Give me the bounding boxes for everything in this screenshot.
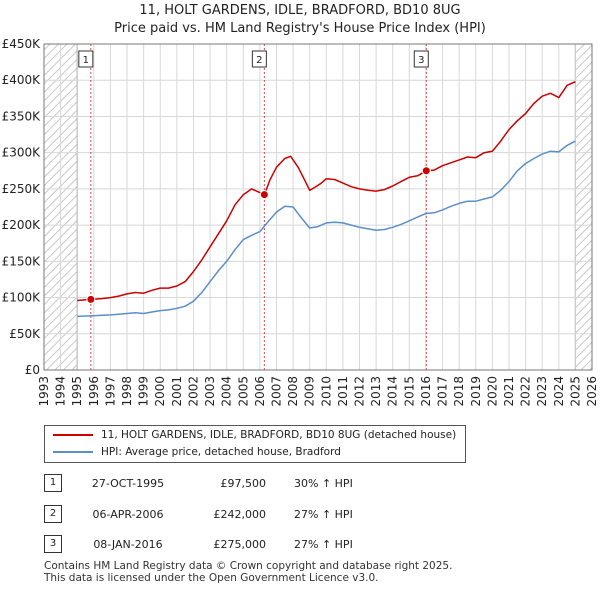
x-tick-label: 1993 <box>37 376 51 407</box>
hatched-regions <box>44 44 592 370</box>
y-tick-label: £450K <box>2 37 42 51</box>
transaction-hpi: 27% ↑ HPI <box>294 508 353 521</box>
gridlines <box>43 43 593 371</box>
x-tick-label: 1997 <box>103 376 117 407</box>
annotation-label: 2 <box>256 55 262 66</box>
annotation-box <box>413 50 429 68</box>
axes: £0 £50K £100K £150K £200K £250K £300K £350K £400… <box>2 37 599 407</box>
transaction-number: 1 <box>44 474 62 492</box>
sale-point <box>86 294 96 304</box>
x-tick-label: 1995 <box>70 376 84 407</box>
x-tick-label: 2019 <box>469 376 483 407</box>
transaction-number: 3 <box>44 535 62 553</box>
transaction-date: 27-OCT-1995 <box>91 477 165 490</box>
hpi-line <box>77 140 576 318</box>
chart-subtitle: Price paid vs. HM Land Registry's House … <box>114 21 486 36</box>
y-tick-label: £100K <box>2 291 42 305</box>
y-tick-label: £200K <box>2 218 42 232</box>
annotation-label: 1 <box>83 55 89 66</box>
x-tick-label: 2025 <box>568 376 582 407</box>
transaction-number: 2 <box>44 505 62 523</box>
x-tick-label: 2020 <box>485 376 499 407</box>
transaction-price: £275,000 <box>213 538 267 551</box>
x-tick-label: 2002 <box>186 376 200 407</box>
x-tick-label: 1996 <box>87 376 101 407</box>
y-tick-label: £150K <box>2 254 42 268</box>
x-tick-label: 2023 <box>535 376 549 407</box>
chart-title: 11, HOLT GARDENS, IDLE, BRADFORD, BD10 8… <box>139 3 461 18</box>
sale-points <box>86 166 431 304</box>
y-tick-label: £0 <box>25 363 40 377</box>
x-tick-label: 1998 <box>120 376 134 407</box>
sale-point <box>259 190 269 200</box>
hatched-region <box>575 44 592 370</box>
y-tick-label: £50K <box>9 327 41 341</box>
legend-swatch-hpi <box>53 451 93 453</box>
x-tick-label: 1994 <box>54 376 68 407</box>
x-tick-label: 2012 <box>353 376 367 407</box>
y-tick-label: £350K <box>2 109 42 123</box>
x-tick-label: 2007 <box>269 376 283 407</box>
series-lines <box>77 81 576 318</box>
x-tick-label: 2022 <box>519 376 533 407</box>
x-tick-label: 2008 <box>286 376 300 407</box>
property-price-line <box>77 81 576 302</box>
x-tick-label: 2005 <box>236 376 250 407</box>
legend-swatch-property <box>53 434 93 436</box>
transaction-hpi: 27% ↑ HPI <box>294 538 353 551</box>
legend: 11, HOLT GARDENS, IDLE, BRADFORD, BD10 8… <box>44 425 466 463</box>
plot-frame <box>43 43 593 371</box>
x-tick-label: 2024 <box>552 376 566 407</box>
y-tick-label: £300K <box>2 146 42 160</box>
x-tick-label: 2003 <box>203 376 217 407</box>
footer-copyright: Contains HM Land Registry data © Crown c… <box>44 560 453 572</box>
transaction-date: 08-JAN-2016 <box>93 538 163 551</box>
chart-title-block: 11, HOLT GARDENS, IDLE, BRADFORD, BD10 8… <box>0 2 600 38</box>
price-chart: 1 2 3 £0 £50K £100K £150K £200K £250K £300K £350K… <box>2 37 599 407</box>
annotation-label: 3 <box>418 55 424 66</box>
x-tick-label: 2006 <box>253 376 267 407</box>
sale-point <box>421 166 431 176</box>
y-tick-label: £250K <box>2 182 42 196</box>
x-tick-label: 2004 <box>220 376 234 407</box>
x-tick-label: 2009 <box>303 376 317 407</box>
x-tick-label: 2014 <box>386 376 400 407</box>
x-tick-label: 2021 <box>502 376 516 407</box>
x-tick-label: 2001 <box>170 376 184 407</box>
transaction-price: £97,500 <box>220 477 267 490</box>
transaction-hpi: 30% ↑ HPI <box>294 477 353 490</box>
footer: Contains HM Land Registry data © Crown c… <box>44 560 452 584</box>
x-tick-label: 2026 <box>585 376 599 407</box>
y-tick-label: £400K <box>2 73 42 87</box>
annotation-box <box>251 50 267 68</box>
transaction-date: 06-APR-2006 <box>92 508 164 521</box>
x-tick-label: 2015 <box>402 376 416 407</box>
x-tick-label: 2000 <box>153 376 167 407</box>
annotation-labels: 1 2 3 <box>78 50 429 68</box>
legend-label-hpi: HPI: Average price, detached house, Brad… <box>101 446 341 458</box>
annotation-box <box>78 50 94 68</box>
x-tick-label: 2017 <box>436 376 450 407</box>
x-tick-label: 2013 <box>369 376 383 407</box>
x-tick-label: 2016 <box>419 376 433 407</box>
footer-licence: This data is licensed under the Open Gov… <box>44 572 379 584</box>
legend-label-property: 11, HOLT GARDENS, IDLE, BRADFORD, BD10 8… <box>101 429 457 441</box>
x-tick-label: 2011 <box>336 376 350 407</box>
x-tick-label: 1999 <box>137 376 151 407</box>
x-tick-label: 2018 <box>452 376 466 407</box>
transaction-price: £242,000 <box>213 508 267 521</box>
x-tick-label: 2010 <box>319 376 333 407</box>
